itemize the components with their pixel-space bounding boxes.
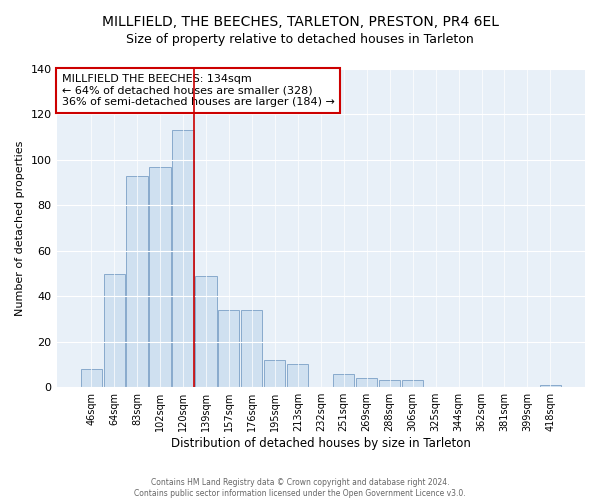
Bar (80, 369, 101, 387)
Bar (218, 310, 239, 387)
Bar (127, 176, 148, 387)
Bar (241, 310, 262, 387)
Bar (104, 274, 125, 387)
Text: Contains HM Land Registry data © Crown copyright and database right 2024.
Contai: Contains HM Land Registry data © Crown c… (134, 478, 466, 498)
Y-axis label: Number of detached properties: Number of detached properties (15, 140, 25, 316)
Bar (149, 166, 170, 387)
Bar (287, 364, 308, 387)
X-axis label: Distribution of detached houses by size in Tarleton: Distribution of detached houses by size … (171, 437, 471, 450)
Bar (402, 380, 423, 387)
Bar (196, 276, 217, 387)
Bar (379, 380, 400, 387)
Text: Size of property relative to detached houses in Tarleton: Size of property relative to detached ho… (126, 32, 474, 46)
Bar (264, 360, 286, 387)
Text: MILLFIELD THE BEECHES: 134sqm
← 64% of detached houses are smaller (328)
36% of : MILLFIELD THE BEECHES: 134sqm ← 64% of d… (62, 74, 335, 107)
Bar (333, 374, 354, 387)
Bar (172, 130, 194, 387)
Text: MILLFIELD, THE BEECHES, TARLETON, PRESTON, PR4 6EL: MILLFIELD, THE BEECHES, TARLETON, PRESTO… (101, 15, 499, 29)
Bar (356, 378, 377, 387)
Bar (540, 385, 561, 387)
